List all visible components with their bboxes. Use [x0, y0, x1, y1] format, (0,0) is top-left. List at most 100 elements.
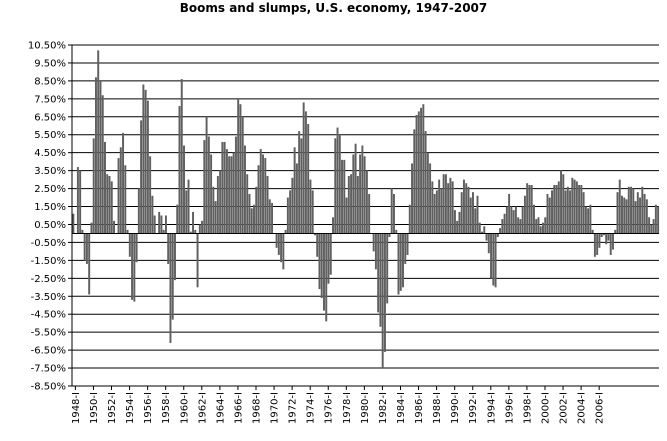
- bar: [632, 188, 635, 234]
- bar: [453, 210, 456, 234]
- bar: [255, 186, 258, 234]
- bar: [232, 152, 235, 234]
- bar: [92, 138, 95, 234]
- bar: [487, 233, 490, 254]
- bar: [438, 179, 441, 234]
- bar: [230, 156, 233, 234]
- bar: [173, 233, 176, 281]
- bar: [352, 154, 355, 234]
- bar: [248, 193, 251, 234]
- bar: [185, 190, 188, 234]
- bar: [657, 206, 660, 234]
- bar: [519, 219, 522, 234]
- bar: [108, 176, 111, 234]
- bar: [447, 183, 450, 234]
- bar: [523, 195, 526, 234]
- y-tick-label: -6.50%: [31, 346, 66, 357]
- bar: [311, 190, 314, 234]
- bar: [602, 233, 605, 236]
- x-tick-label: 2004-I: [577, 392, 588, 424]
- bar: [135, 233, 138, 263]
- bar: [605, 233, 608, 245]
- bar: [101, 95, 104, 234]
- bar: [417, 111, 420, 234]
- bar: [578, 184, 581, 234]
- bar: [124, 165, 127, 234]
- bar: [551, 190, 553, 234]
- bar: [383, 233, 386, 352]
- y-tick-label: 10.50%: [28, 41, 66, 52]
- bar: [609, 233, 612, 255]
- bar: [262, 154, 265, 234]
- bar: [573, 179, 576, 234]
- bar: [381, 233, 384, 369]
- bar: [546, 193, 549, 234]
- bar: [192, 211, 195, 234]
- bar: [544, 217, 547, 234]
- x-tick-label: 1970-I: [270, 392, 281, 424]
- bar: [361, 145, 364, 234]
- bar: [388, 233, 391, 238]
- bar: [553, 184, 556, 234]
- bar: [596, 233, 599, 255]
- bar: [564, 190, 567, 234]
- y-tick-label: -8.50%: [31, 382, 66, 393]
- y-tick-label: 8.50%: [34, 76, 66, 87]
- bar: [158, 211, 161, 234]
- bar: [140, 120, 143, 234]
- bar: [126, 229, 129, 234]
- bar: [548, 197, 551, 234]
- bar: [90, 222, 93, 234]
- bar: [440, 188, 443, 234]
- x-tick-label: 1994-I: [486, 392, 497, 424]
- x-tick-label: 1990-I: [450, 392, 461, 424]
- bar: [300, 138, 303, 234]
- bar: [359, 154, 362, 234]
- bar: [144, 89, 147, 234]
- bar: [652, 219, 655, 234]
- bar: [253, 204, 255, 234]
- bar: [411, 163, 414, 234]
- bar: [621, 195, 623, 234]
- bar: [499, 228, 502, 234]
- bar: [329, 233, 332, 275]
- bar: [413, 129, 416, 234]
- y-tick-label: 1.50%: [34, 202, 66, 213]
- bar: [164, 215, 167, 234]
- bar: [313, 233, 316, 236]
- axes: [71, 45, 659, 390]
- y-tick-label: -4.50%: [31, 310, 66, 321]
- x-tick-label: 1982-I: [378, 392, 389, 424]
- bar: [264, 158, 267, 234]
- bar: [277, 233, 280, 255]
- bar: [259, 149, 262, 234]
- bar: [426, 152, 429, 234]
- bar: [580, 184, 583, 234]
- x-tick-label: 1988-I: [432, 392, 443, 424]
- bar: [81, 229, 84, 234]
- bar: [271, 202, 274, 234]
- bar: [334, 138, 337, 234]
- bar: [286, 197, 289, 234]
- bar: [512, 210, 515, 234]
- bar: [424, 131, 427, 234]
- bar: [79, 170, 82, 234]
- bar: [83, 233, 86, 261]
- bar: [189, 231, 192, 234]
- bar: [343, 159, 346, 234]
- x-tick-labels: 1948-I 1950-I 1952-I 1954-I 1956-I 1958-I 1960…: [71, 392, 606, 424]
- x-tick-label: 2006-I: [595, 392, 606, 424]
- bar: [356, 176, 359, 234]
- bar: [88, 233, 91, 295]
- x-tick-label: 1996-I: [504, 392, 515, 424]
- bar: [623, 197, 626, 234]
- bar: [456, 220, 459, 234]
- bar: [392, 193, 395, 234]
- bar: [194, 229, 197, 234]
- bar: [636, 192, 639, 234]
- bar: [212, 186, 215, 234]
- bar: [399, 233, 402, 291]
- bar: [210, 154, 213, 234]
- y-tick-label: -2.50%: [31, 274, 66, 285]
